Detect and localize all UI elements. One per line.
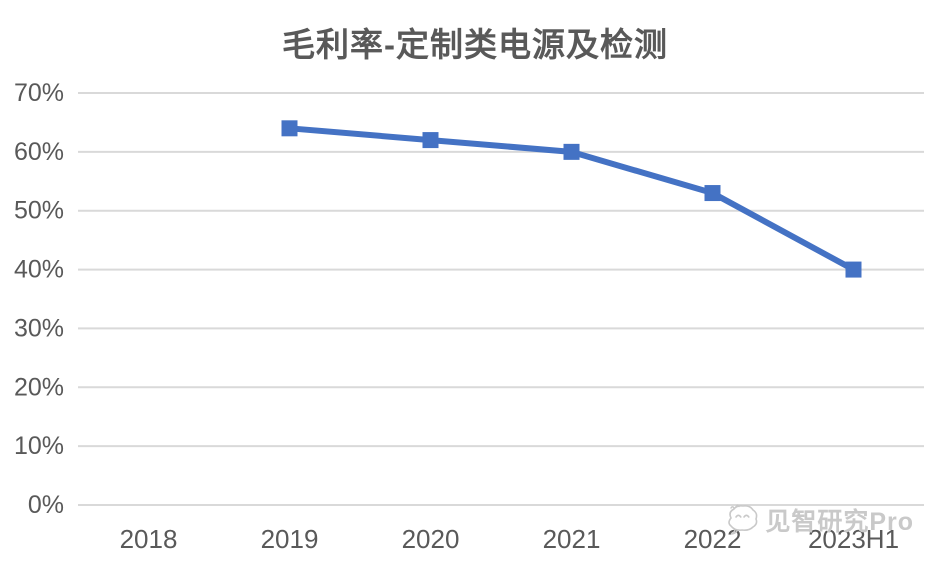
y-tick-label: 70% (14, 79, 64, 107)
chart-title: 毛利率-定制类电源及检测 (282, 26, 668, 63)
x-tick-label: 2022 (684, 524, 742, 554)
y-tick-label: 20% (14, 373, 64, 401)
data-point-marker (563, 143, 580, 160)
y-tick-label: 60% (14, 138, 64, 166)
x-tick-label: 2023H1 (808, 524, 899, 554)
y-tick-label: 50% (14, 197, 64, 225)
x-tick-label: 2018 (120, 524, 178, 554)
data-point-marker (704, 185, 721, 202)
y-tick-label: 30% (14, 314, 64, 342)
x-tick-label: 2019 (261, 524, 319, 554)
y-tick-label: 0% (28, 491, 64, 519)
x-tick-label: 2021 (543, 524, 601, 554)
data-point-marker (422, 132, 439, 149)
y-tick-label: 40% (14, 256, 64, 284)
data-point-marker (845, 261, 862, 278)
data-point-marker (281, 120, 298, 137)
y-tick-label: 10% (14, 432, 64, 460)
x-tick-label: 2020 (402, 524, 460, 554)
